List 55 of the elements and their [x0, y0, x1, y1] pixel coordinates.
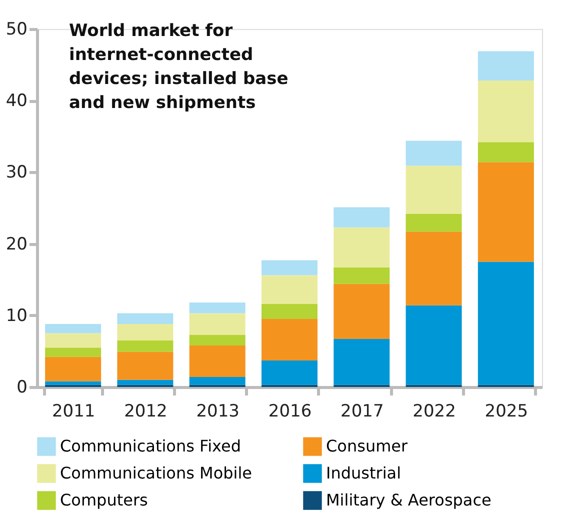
legend-label: Computers	[60, 490, 148, 510]
bar	[478, 142, 534, 162]
bar	[262, 260, 318, 276]
bar	[262, 304, 318, 319]
legend-label: Industrial	[326, 464, 402, 482]
x-tick-label: 2016	[268, 402, 312, 422]
legend-label: Military & Aerospace	[326, 490, 492, 510]
legend-label: Consumer	[326, 436, 408, 456]
bar	[334, 339, 390, 385]
bar	[117, 380, 174, 385]
legend-label: Communications Mobile	[60, 464, 252, 482]
bar	[406, 140, 462, 166]
bar	[117, 340, 174, 352]
bar	[406, 166, 462, 214]
y-tick-label: 40	[6, 91, 28, 112]
bar	[262, 318, 318, 361]
bar	[45, 381, 102, 385]
bar	[189, 313, 246, 335]
bar	[117, 313, 174, 324]
x-tick-label: 2012	[124, 402, 168, 422]
y-tick-label: 20	[6, 234, 28, 254]
bar	[478, 51, 534, 81]
bar	[406, 305, 462, 385]
x-tick-label: 2013	[196, 402, 240, 422]
bar	[189, 376, 246, 385]
bar	[117, 352, 174, 380]
x-tick-label: 2011	[52, 402, 96, 422]
y-tick-label: 50	[6, 20, 28, 40]
bar	[45, 333, 102, 348]
bar	[334, 227, 390, 268]
bar	[406, 214, 462, 232]
y-tick-label: 0	[16, 378, 28, 398]
bar	[117, 324, 174, 340]
bar	[478, 162, 534, 262]
bar	[45, 348, 102, 357]
text: World market for internet-connected devices; installed base and new shipments	[69, 21, 288, 113]
y-tick-label: 30	[6, 162, 28, 183]
bar	[189, 302, 246, 314]
x-tick-label: 2017	[340, 402, 384, 422]
x-tick-label: 2025	[484, 402, 528, 422]
bar	[478, 80, 534, 142]
bar	[45, 324, 102, 334]
legend-label: Communications Fixed	[60, 436, 241, 456]
x-tick-label: 2022	[412, 402, 456, 422]
bar	[189, 345, 246, 377]
bar	[478, 262, 534, 385]
bar	[262, 275, 318, 304]
y-tick-label: 10	[6, 306, 28, 326]
bar	[334, 284, 390, 340]
bar	[334, 207, 390, 228]
bar	[45, 356, 102, 382]
bar	[334, 267, 390, 284]
bar	[262, 360, 318, 385]
bar	[189, 334, 246, 346]
bar	[406, 232, 462, 306]
